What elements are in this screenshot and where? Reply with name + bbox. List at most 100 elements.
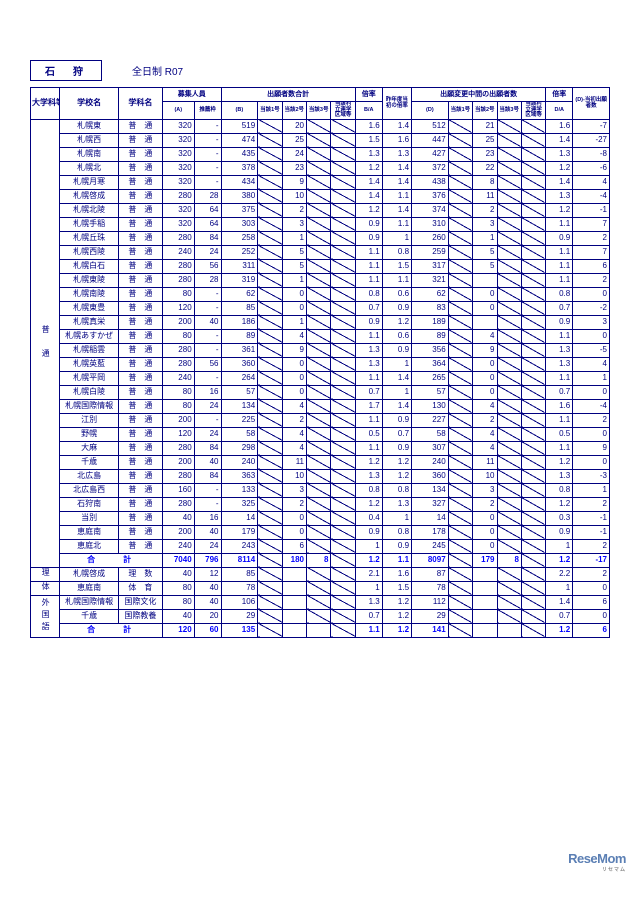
th-dg4: 当該村立連学区域等 [521, 102, 545, 120]
course-cell: 普 通 [118, 301, 162, 315]
course-cell: 普 通 [118, 119, 162, 133]
th-rec: 推薦枠 [194, 102, 221, 120]
course-cell: 国際文化 [118, 595, 162, 609]
table-row: 千歳国際教養4020290.71.2290.70 [31, 609, 610, 623]
table-row: 札幌月寒普 通320-43491.41.443881.44 [31, 175, 610, 189]
course-cell: 普 通 [118, 441, 162, 455]
school-cell: 札幌あすかぜ [60, 329, 119, 343]
th-diff: (D)-当初出願者数 [573, 88, 610, 120]
course-cell: 普 通 [118, 273, 162, 287]
table-row: 札幌丘珠普 通2808425810.9126010.92 [31, 231, 610, 245]
th-app: 出願者数合計 [221, 88, 355, 102]
school-cell: 札幌白陵 [60, 385, 119, 399]
th-dg2: 当該2号 [473, 102, 497, 120]
data-table: 大学科等 学校名 学科名 募集人員 出願者数合計 倍率 昨年度当初の倍率 出願変… [30, 87, 610, 638]
table-row: 札幌東陵普 通2802831911.11.13211.12 [31, 273, 610, 287]
course-cell: 普 通 [118, 371, 162, 385]
school-cell: 札幌啓成 [60, 567, 119, 581]
school-cell: 江別 [60, 413, 119, 427]
table-row: 札幌白石普 通2805631151.11.531751.16 [31, 259, 610, 273]
table-row: 恵庭北普 通24024243610.9245012 [31, 539, 610, 553]
course-cell: 普 通 [118, 427, 162, 441]
school-cell: 札幌啓成 [60, 189, 119, 203]
footer-brand: ReseMom [568, 851, 626, 866]
th-school: 学校名 [60, 88, 119, 120]
school-cell: 札幌南 [60, 147, 119, 161]
table-row: 札幌東豊普 通120-8500.70.98300.7-2 [31, 301, 610, 315]
school-cell: 札幌東陵 [60, 273, 119, 287]
school-cell: 札幌国際情報 [60, 399, 119, 413]
table-row: 千歳普 通20040240111.21.2240111.20 [31, 455, 610, 469]
th-rate: 倍率 [355, 88, 382, 102]
school-cell: 札幌東豊 [60, 301, 119, 315]
school-cell: 野幌 [60, 427, 119, 441]
course-cell: 普 通 [118, 287, 162, 301]
th-g3: 当該3号 [307, 102, 331, 120]
dept-cell: 体 育 [31, 581, 60, 595]
table-row: 理 数札幌啓成理 数4012852.11.6872.22 [31, 567, 610, 581]
table-row: 札幌あすかぜ普 通80-8941.10.68941.10 [31, 329, 610, 343]
school-cell: 恵庭南 [60, 581, 119, 595]
course-cell: 普 通 [118, 133, 162, 147]
table-row: 北広島普 通28084363101.31.2360101.3-3 [31, 469, 610, 483]
dept-cell: 理 数 [31, 567, 60, 581]
th-dept: 大学科等 [31, 88, 60, 120]
course-cell: 普 通 [118, 385, 162, 399]
school-cell: 札幌平岡 [60, 371, 119, 385]
course-cell: 普 通 [118, 511, 162, 525]
table-row: 体 育恵庭南体 育80407811.57810 [31, 581, 610, 595]
course-cell: 普 通 [118, 161, 162, 175]
table-header: 大学科等 学校名 学科名 募集人員 出願者数合計 倍率 昨年度当初の倍率 出願変… [31, 88, 610, 120]
course-cell: 普 通 [118, 259, 162, 273]
th-D: (D) [412, 102, 449, 120]
course-cell: 普 通 [118, 357, 162, 371]
course-cell: 国際教養 [118, 609, 162, 623]
course-cell: 普 通 [118, 469, 162, 483]
school-cell: 札幌北 [60, 161, 119, 175]
table-row: 札幌北陵普 通3206437521.21.437421.2-1 [31, 203, 610, 217]
table-row: 札幌白陵普 通80165700.715700.70 [31, 385, 610, 399]
table-row: 札幌北普 通320-378231.21.4372221.2-6 [31, 161, 610, 175]
school-cell: 札幌国際情報 [60, 595, 119, 609]
school-cell: 大麻 [60, 441, 119, 455]
th-B: (B) [221, 102, 258, 120]
school-cell: 札幌稲雲 [60, 343, 119, 357]
school-cell: 恵庭北 [60, 539, 119, 553]
school-cell: 恵庭南 [60, 525, 119, 539]
table-row: 札幌平岡普 通240-26401.11.426501.11 [31, 371, 610, 385]
course-cell: 普 通 [118, 455, 162, 469]
table-row: 札幌啓成普 通28028380101.41.1376111.3-4 [31, 189, 610, 203]
th-BA: B/A [355, 102, 382, 120]
course-cell: 普 通 [118, 175, 162, 189]
footer-sub: リセマム [568, 866, 626, 873]
system-label: 全日制 R07 [132, 63, 183, 78]
th-dg1: 当該1号 [448, 102, 472, 120]
course-cell: 普 通 [118, 497, 162, 511]
table-row: 札幌英藍普 通2805636001.3136401.34 [31, 357, 610, 371]
table-body: 普 通札幌東普 通320-519201.61.4512211.6-7札幌西普 通… [31, 119, 610, 637]
course-cell: 普 通 [118, 231, 162, 245]
th-rate2: 倍率 [546, 88, 573, 102]
table-row: 札幌南陵普 通80-6200.80.66200.80 [31, 287, 610, 301]
table-row: 大麻普 通2808429841.10.930741.19 [31, 441, 610, 455]
table-row: 野幌普 通120245840.50.75840.50 [31, 427, 610, 441]
course-cell: 普 通 [118, 315, 162, 329]
table-row: 恵庭南普 通2004017900.90.817800.9-1 [31, 525, 610, 539]
course-cell: 体 育 [118, 581, 162, 595]
total-label: 合 計 [60, 553, 163, 567]
th-A: (A) [162, 102, 194, 120]
total-row: 合 計7040796811418081.21.1809717981.2-17 [31, 553, 610, 567]
table-row: 当別普 通40161400.411400.3-1 [31, 511, 610, 525]
th-chg: 出願変更中間の出願者数 [412, 88, 546, 102]
table-row: 北広島西普 通160-13330.80.813430.81 [31, 483, 610, 497]
course-cell: 普 通 [118, 203, 162, 217]
course-cell: 普 通 [118, 329, 162, 343]
school-cell: 札幌丘珠 [60, 231, 119, 245]
th-course: 学科名 [118, 88, 162, 120]
course-cell: 普 通 [118, 399, 162, 413]
school-cell: 千歳 [60, 609, 119, 623]
th-g4: 当該村立連学区域等 [331, 102, 355, 120]
table-row: 札幌手稲普 通3206430330.91.131031.17 [31, 217, 610, 231]
school-cell: 北広島西 [60, 483, 119, 497]
school-cell: 札幌北陵 [60, 203, 119, 217]
